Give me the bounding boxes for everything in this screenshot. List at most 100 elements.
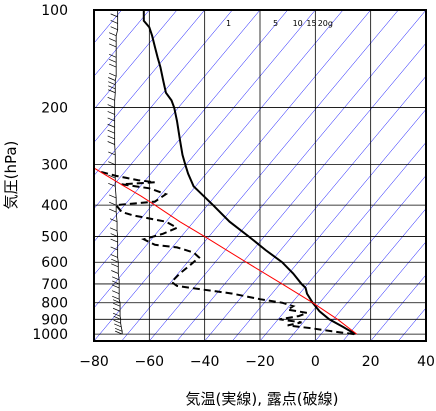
- wind-barb: [110, 13, 118, 18]
- y-tick-label: 900: [41, 312, 68, 328]
- wind-barb: [107, 135, 115, 140]
- wind-staff: [114, 10, 123, 335]
- gridlines: [94, 10, 426, 341]
- wind-barb: [109, 201, 117, 206]
- mixing-ratio-label: 20g: [318, 19, 333, 28]
- wind-barb: [108, 161, 116, 165]
- wind-barb: [108, 183, 116, 187]
- wind-barb: [111, 270, 119, 274]
- wind-barb: [108, 89, 116, 94]
- wind-barb: [109, 63, 117, 68]
- wind-barb: [115, 330, 123, 335]
- wind-barb: [112, 307, 121, 312]
- wind-barb: [107, 97, 115, 101]
- wind-barb: [110, 246, 118, 251]
- wind-barb: [115, 327, 123, 332]
- mixing-ratio-label: 10: [293, 19, 303, 28]
- wind-barb: [112, 299, 121, 304]
- plot-frame: [93, 9, 427, 342]
- y-axis-label: 気圧(hPa): [2, 141, 20, 210]
- wind-barb: [112, 290, 120, 294]
- wind-barb: [108, 81, 116, 86]
- wind-barb: [110, 20, 118, 24]
- adiabat-line: [204, 75, 426, 341]
- wind-barb: [108, 77, 116, 81]
- adiabat-line: [398, 307, 426, 341]
- adiabat-line: [94, 10, 178, 110]
- wind-barb: [112, 302, 121, 307]
- wind-barb: [109, 32, 117, 36]
- y-tick-label: 300: [41, 158, 68, 174]
- wind-barb: [109, 54, 117, 58]
- wind-barb: [110, 254, 118, 258]
- wind-barb: [109, 43, 117, 48]
- dewpoint-line: [99, 170, 355, 336]
- mixing-ratio-label: 5: [273, 19, 278, 28]
- wind-barb: [108, 151, 116, 156]
- adiabat-line: [94, 10, 205, 143]
- adiabat-line: [232, 108, 426, 341]
- wind-barb: [107, 104, 115, 108]
- wind-barb: [109, 218, 118, 223]
- wind-barb: [110, 233, 118, 237]
- wind-barb: [110, 238, 118, 243]
- wind-barb: [107, 111, 115, 115]
- adiabat-line: [287, 175, 426, 341]
- adiabat-line: [94, 10, 233, 176]
- adiabat-line: [94, 10, 150, 77]
- mixing-ratio-label: 15: [306, 19, 316, 28]
- wind-barb: [112, 276, 120, 281]
- wind-barb: [109, 208, 117, 213]
- wind-barb: [107, 141, 115, 145]
- wind-barb: [107, 123, 115, 128]
- adiabat-line: [342, 241, 426, 341]
- x-axis-label: 気温(実線), 露点(破線): [186, 390, 339, 408]
- x-tick-label: 0: [311, 354, 320, 370]
- wind-barb: [109, 38, 117, 42]
- x-tick-label: 40: [417, 354, 435, 370]
- wind-barb: [111, 263, 119, 268]
- adiabat-line: [149, 10, 426, 341]
- wind-barb: [107, 129, 115, 134]
- x-tick-label: −60: [135, 354, 165, 370]
- wind-barb: [112, 280, 120, 285]
- wind-barb: [111, 258, 119, 263]
- x-tick-labels: −80 −60 −40 −20 0 20 40: [79, 354, 435, 370]
- x-tick-label: −80: [79, 354, 109, 370]
- wind-barb: [112, 284, 120, 289]
- wind-barb: [107, 117, 115, 122]
- x-tick-label: 20: [362, 354, 380, 370]
- y-tick-label: 400: [41, 198, 68, 214]
- adiabat-line: [425, 340, 426, 341]
- mixing-ratio-label: 1: [226, 19, 231, 28]
- y-tick-label: 800: [41, 296, 68, 312]
- wind-barb: [113, 319, 121, 324]
- y-tick-label: 200: [41, 101, 68, 117]
- y-tick-label: 1000: [32, 327, 68, 343]
- adiabat-line: [94, 10, 261, 209]
- wind-profile: [107, 10, 123, 335]
- wind-barb: [109, 194, 117, 199]
- adiabat-line: [315, 208, 426, 341]
- adiabat-line: [259, 142, 426, 341]
- y-tick-label: 600: [41, 255, 68, 271]
- wind-barb: [114, 323, 122, 328]
- parcel-line: [94, 167, 358, 335]
- wind-barb: [108, 174, 116, 179]
- wind-barb: [112, 295, 120, 300]
- adiabat-line: [94, 10, 371, 341]
- wind-barb: [109, 72, 117, 77]
- wind-barb: [109, 58, 117, 63]
- wind-barb: [108, 85, 116, 90]
- wind-barb: [110, 26, 118, 30]
- y-tick-label: 100: [41, 3, 68, 19]
- sounding-series: [94, 10, 358, 336]
- mixing-ratio-labels: 1 5 10 15 20g: [226, 19, 333, 28]
- adiabat-line: [94, 10, 316, 276]
- x-tick-label: −20: [245, 354, 275, 370]
- wind-barb: [113, 315, 121, 320]
- y-tick-label: 700: [41, 277, 68, 293]
- adiabat-line: [370, 274, 426, 341]
